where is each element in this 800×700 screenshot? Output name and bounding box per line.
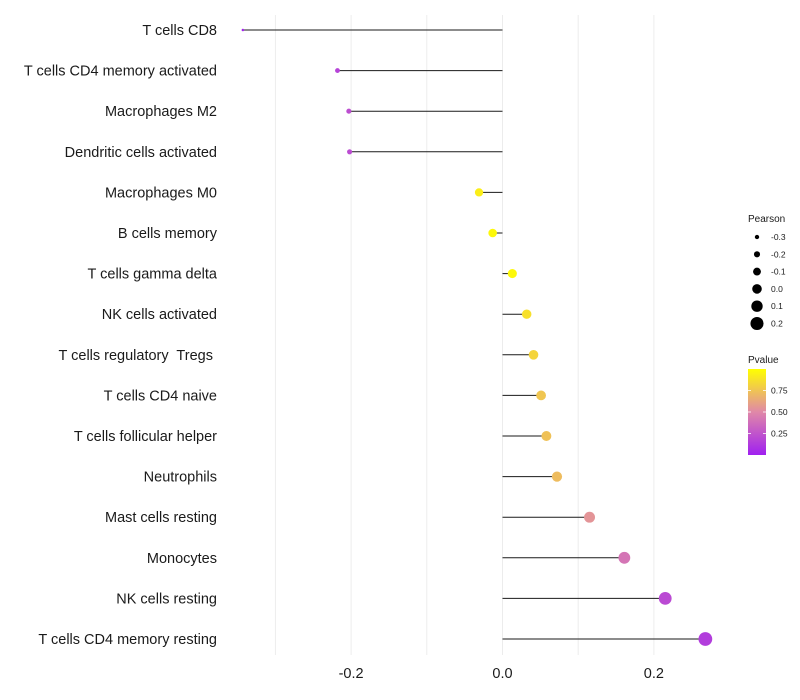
y-tick-label: Macrophages M0 — [105, 185, 217, 201]
y-tick-label: B cells memory — [118, 226, 218, 242]
legend: Pearson -0.3 -0.2 -0.1 0.0 0.1 0.2 Pvalue 0.7… — [748, 214, 788, 455]
lollipop-point — [507, 269, 517, 279]
lollipop-point — [488, 228, 497, 238]
y-tick-label: T cells CD4 memory activated — [24, 64, 217, 80]
pvalue-colorbar — [748, 369, 766, 455]
lollipop-point — [551, 471, 563, 482]
y-tick-label: Macrophages M2 — [105, 104, 217, 120]
grid-lines — [274, 15, 655, 655]
x-tick-label: -0.2 — [339, 666, 364, 682]
y-tick-label: Dendritic cells activated — [65, 145, 217, 161]
size-legend-items: -0.3 -0.2 -0.1 0.0 0.1 0.2 — [750, 232, 786, 331]
lollipop-point — [536, 390, 546, 401]
size-legend-label: -0.1 — [771, 267, 786, 277]
size-legend-title: Pearson — [748, 214, 785, 225]
y-tick-label: NK cells resting — [116, 591, 217, 607]
size-legend-key — [752, 284, 762, 294]
size-legend-key — [751, 300, 763, 312]
size-legend-label: -0.2 — [771, 249, 786, 259]
size-legend-label: 0.2 — [771, 319, 783, 329]
lollipop-point — [335, 68, 340, 74]
x-tick-label: 0.2 — [644, 666, 664, 682]
lollipop-stems — [242, 29, 706, 640]
color-legend-label: 0.75 — [771, 386, 788, 396]
y-tick-label: Neutrophils — [144, 470, 217, 486]
lollipop-point — [346, 108, 352, 114]
size-legend-label: -0.3 — [771, 232, 786, 242]
y-tick-label: T cells CD4 naive — [104, 388, 217, 404]
lollipop-points — [241, 28, 713, 646]
y-tick-label: T cells follicular helper — [74, 429, 217, 445]
color-legend-title: Pvalue — [748, 355, 779, 366]
color-legend-label: 0.25 — [771, 429, 788, 439]
lollipop-point — [618, 551, 631, 564]
x-tick-label: 0.0 — [492, 666, 512, 682]
lollipop-point — [658, 592, 672, 605]
y-tick-label: T cells regulatory Tregs — [59, 348, 218, 364]
y-tick-label: NK cells activated — [102, 307, 217, 323]
size-legend-label: 0.1 — [771, 301, 783, 311]
x-axis-ticks: -0.2 0.0 0.2 — [339, 666, 664, 682]
lollipop-point — [541, 431, 552, 441]
lollipop-point — [528, 350, 539, 360]
lollipop-point — [474, 188, 484, 197]
lollipop-point — [584, 511, 596, 523]
size-legend-key — [754, 234, 760, 240]
y-tick-label: T cells CD4 memory resting — [38, 632, 217, 648]
lollipop-point — [241, 28, 245, 32]
y-tick-label: Mast cells resting — [105, 510, 217, 526]
size-legend-key — [750, 316, 764, 331]
y-axis-labels: T cells CD8 T cells CD4 memory activated M… — [24, 23, 218, 648]
y-tick-label: Monocytes — [147, 551, 217, 567]
size-legend-key — [753, 251, 761, 258]
lollipop-point — [698, 632, 713, 646]
color-legend-items: 0.75 0.50 0.25 — [748, 386, 788, 439]
lollipop-point — [347, 149, 353, 155]
size-legend-label: 0.0 — [771, 284, 783, 294]
lollipop-point — [521, 309, 532, 319]
size-legend-key — [753, 267, 761, 276]
y-tick-label: T cells CD8 — [142, 23, 217, 39]
y-tick-label: T cells gamma delta — [88, 267, 218, 283]
color-legend-label: 0.50 — [771, 407, 788, 417]
